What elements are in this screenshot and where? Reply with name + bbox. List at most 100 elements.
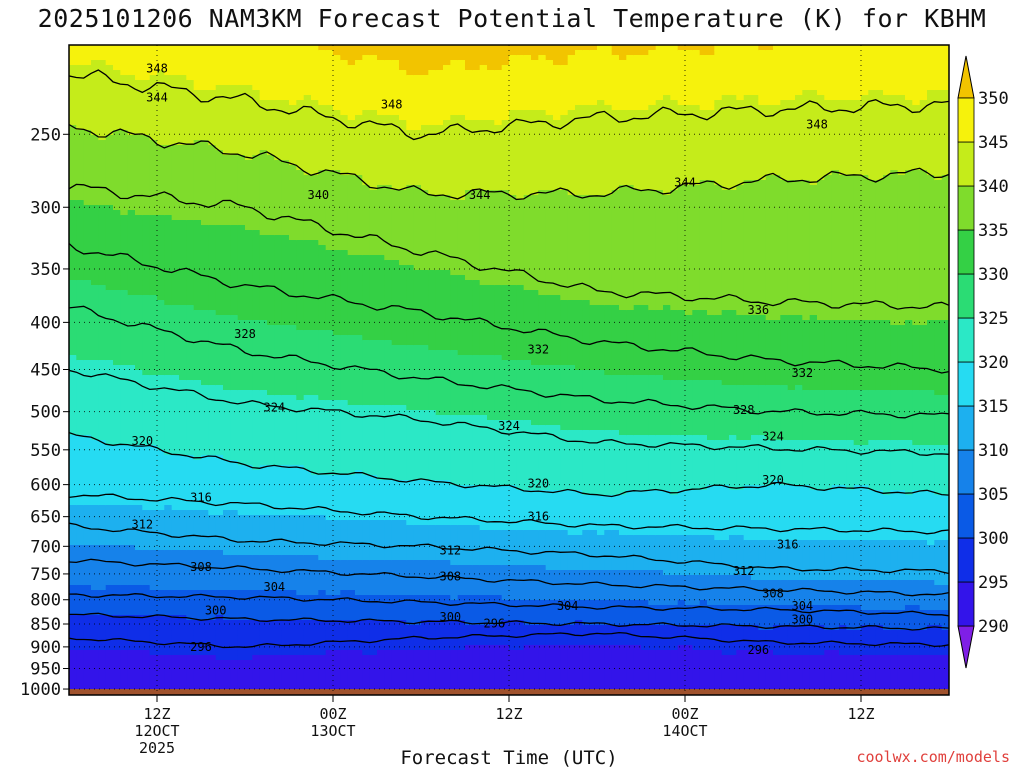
field-cell	[105, 70, 114, 76]
field-cell	[325, 65, 334, 71]
field-cell	[113, 290, 121, 296]
field-cell	[267, 105, 275, 111]
field-cell	[171, 485, 180, 491]
field-cell	[303, 70, 312, 76]
field-cell	[83, 265, 92, 271]
field-cell	[127, 395, 136, 401]
field-cell	[223, 130, 231, 136]
field-cell	[215, 395, 224, 401]
field-cell	[120, 150, 129, 156]
field-cell	[318, 410, 327, 416]
field-cell	[296, 525, 305, 531]
field-cell	[98, 140, 107, 146]
field-cell	[105, 400, 114, 406]
field-cell	[245, 245, 253, 251]
field-cell	[201, 485, 209, 491]
field-cell	[333, 210, 341, 216]
field-cell	[215, 325, 224, 331]
field-cell	[157, 210, 165, 216]
field-cell	[91, 285, 99, 291]
field-cell	[215, 345, 224, 351]
field-cell	[311, 290, 319, 296]
field-cell	[186, 490, 195, 496]
field-cell	[267, 180, 275, 186]
field-cell	[76, 335, 85, 341]
field-cell	[69, 285, 77, 291]
field-cell	[259, 475, 268, 481]
field-cell	[259, 125, 268, 131]
field-cell	[127, 195, 136, 201]
field-cell	[325, 610, 334, 616]
field-cell	[83, 190, 92, 196]
field-cell	[83, 620, 92, 626]
field-cell	[69, 370, 77, 376]
field-cell	[171, 635, 180, 641]
field-cell	[267, 150, 275, 156]
field-cell	[230, 380, 239, 386]
field-cell	[83, 250, 92, 256]
field-cell	[201, 655, 209, 661]
field-cell	[215, 285, 224, 291]
field-cell	[157, 75, 165, 81]
field-cell	[135, 335, 143, 341]
field-cell	[69, 490, 77, 496]
field-cell	[157, 360, 165, 366]
field-cell	[296, 385, 305, 391]
field-cell	[237, 680, 246, 686]
field-cell	[296, 340, 305, 346]
field-cell	[318, 235, 327, 241]
field-cell	[164, 100, 173, 106]
field-cell	[281, 165, 290, 171]
field-cell	[201, 255, 209, 261]
field-cell	[215, 665, 224, 671]
field-cell	[303, 375, 312, 381]
field-cell	[237, 315, 246, 321]
field-cell	[98, 540, 107, 546]
field-cell	[135, 675, 143, 681]
field-cell	[164, 400, 173, 406]
field-cell	[223, 510, 231, 516]
field-cell	[127, 345, 136, 351]
field-cell	[347, 305, 356, 311]
field-cell	[223, 305, 231, 311]
field-cell	[164, 620, 173, 626]
field-cell	[223, 285, 231, 291]
field-cell	[157, 290, 165, 296]
field-cell	[179, 490, 187, 496]
field-cell	[289, 515, 297, 521]
field-cell	[135, 445, 143, 451]
field-cell	[311, 100, 319, 106]
field-cell	[230, 160, 239, 166]
field-cell	[296, 80, 305, 86]
field-cell	[296, 250, 305, 256]
field-cell	[223, 175, 231, 181]
field-cell	[201, 205, 209, 211]
field-cell	[289, 430, 297, 436]
field-cell	[120, 370, 129, 376]
field-cell	[98, 625, 107, 631]
field-cell	[142, 285, 151, 291]
field-cell	[245, 200, 253, 206]
field-cell	[259, 480, 268, 486]
field-cell	[333, 385, 341, 391]
field-cell	[98, 295, 107, 301]
field-cell	[157, 435, 165, 441]
field-cell	[135, 645, 143, 651]
field-cell	[289, 90, 297, 96]
field-cell	[281, 445, 290, 451]
field-cell	[83, 475, 92, 481]
field-cell	[208, 440, 217, 446]
field-cell	[186, 500, 195, 506]
field-cell	[142, 540, 151, 546]
field-cell	[252, 220, 261, 226]
field-cell	[208, 645, 217, 651]
field-cell	[340, 100, 349, 106]
field-cell	[259, 345, 268, 351]
field-cell	[318, 385, 327, 391]
field-cell	[142, 380, 151, 386]
field-cell	[230, 135, 239, 141]
field-cell	[142, 175, 151, 181]
field-cell	[149, 645, 158, 651]
field-cell	[340, 160, 349, 166]
field-cell	[201, 340, 209, 346]
